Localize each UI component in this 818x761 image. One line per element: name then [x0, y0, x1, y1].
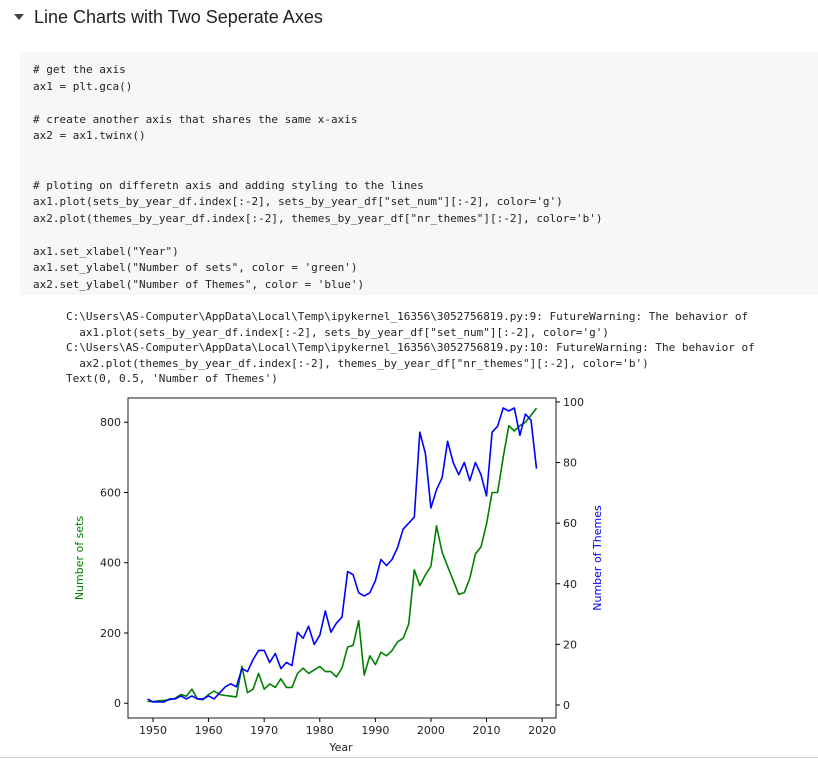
- code-line: # ploting on differetn axis and adding s…: [33, 178, 424, 192]
- code-line: ax1.set_ylabel("Number of sets", color =…: [33, 261, 358, 274]
- code-block: # create another axis that shares the sa…: [33, 112, 818, 145]
- y-tick-label: 400: [100, 557, 121, 570]
- y2-tick-label: 40: [563, 578, 577, 591]
- x-tick-label: 1950: [139, 724, 167, 737]
- y-axis-label: Number of sets: [73, 516, 86, 601]
- code-line: ax2.set_ylabel("Number of Themes", color…: [33, 277, 365, 291]
- code-line: ax1.set_xlabel("Year"): [33, 244, 179, 258]
- code-block: # get the axis ax1 = plt.gca(): [33, 62, 818, 95]
- y-tick-label: 200: [100, 627, 121, 640]
- code-line: # get the axis: [33, 63, 126, 76]
- code-block: ax1.set_xlabel("Year") ax1.set_ylabel("Nu…: [33, 244, 818, 294]
- x-tick-label: 2020: [528, 724, 556, 737]
- output-line: Text(0, 0.5, 'Number of Themes'): [66, 372, 278, 385]
- x-tick-label: 1980: [306, 724, 334, 737]
- output-line: C:\Users\AS-Computer\AppData\Local\Temp\…: [66, 310, 749, 323]
- x-tick-label: 1990: [361, 724, 389, 737]
- y2-tick-label: 80: [563, 457, 577, 470]
- output-line: ax2.plot(themes_by_year_df.index[:-2], t…: [66, 356, 649, 370]
- x-tick-label: 2010: [473, 724, 501, 737]
- series-line: [147, 407, 538, 703]
- code-line: ax2.plot(themes_by_year_df.index[:-2], t…: [33, 211, 603, 225]
- x-tick-label: 2000: [417, 724, 445, 737]
- code-line: ax1.plot(sets_by_year_df.index[:-2], set…: [33, 195, 563, 208]
- y2-tick-label: 60: [563, 517, 577, 530]
- series-line: [147, 407, 538, 703]
- section-title: Line Charts with Two Seperate Axes: [34, 6, 323, 27]
- output-line: ax1.plot(sets_by_year_df.index[:-2], set…: [66, 325, 610, 339]
- code-block: # ploting on differetn axis and adding s…: [33, 178, 818, 228]
- output-line: C:\Users\AS-Computer\AppData\Local\Temp\…: [66, 341, 755, 354]
- code-line: ax1 = plt.gca(): [33, 79, 133, 93]
- code-line: ax2 = ax1.twinx(): [33, 129, 146, 142]
- plot-frame: [127, 397, 557, 719]
- y2-tick-label: 100: [563, 396, 584, 409]
- y2-tick-label: 20: [563, 638, 577, 651]
- code-line: # create another axis that shares the sa…: [33, 112, 358, 126]
- cell-divider: [0, 757, 818, 758]
- collapse-arrow[interactable]: [14, 14, 24, 20]
- section-header[interactable]: Line Charts with Two Seperate Axes: [14, 5, 323, 29]
- y-tick-label: 0: [114, 697, 121, 710]
- x-axis-label: Year: [328, 741, 353, 754]
- x-tick-label: 1970: [250, 724, 278, 737]
- x-tick-label: 1960: [195, 724, 223, 737]
- y-tick-label: 600: [100, 486, 121, 499]
- y2-tick-label: 0: [563, 699, 570, 712]
- code-cell[interactable]: # get the axis ax1 = plt.gca() # create an…: [20, 52, 818, 295]
- cell-output: C:\Users\AS-Computer\AppData\Local\Temp\…: [66, 309, 756, 387]
- y2-axis-label: Number of Themes: [591, 505, 604, 611]
- y-tick-label: 800: [100, 416, 121, 429]
